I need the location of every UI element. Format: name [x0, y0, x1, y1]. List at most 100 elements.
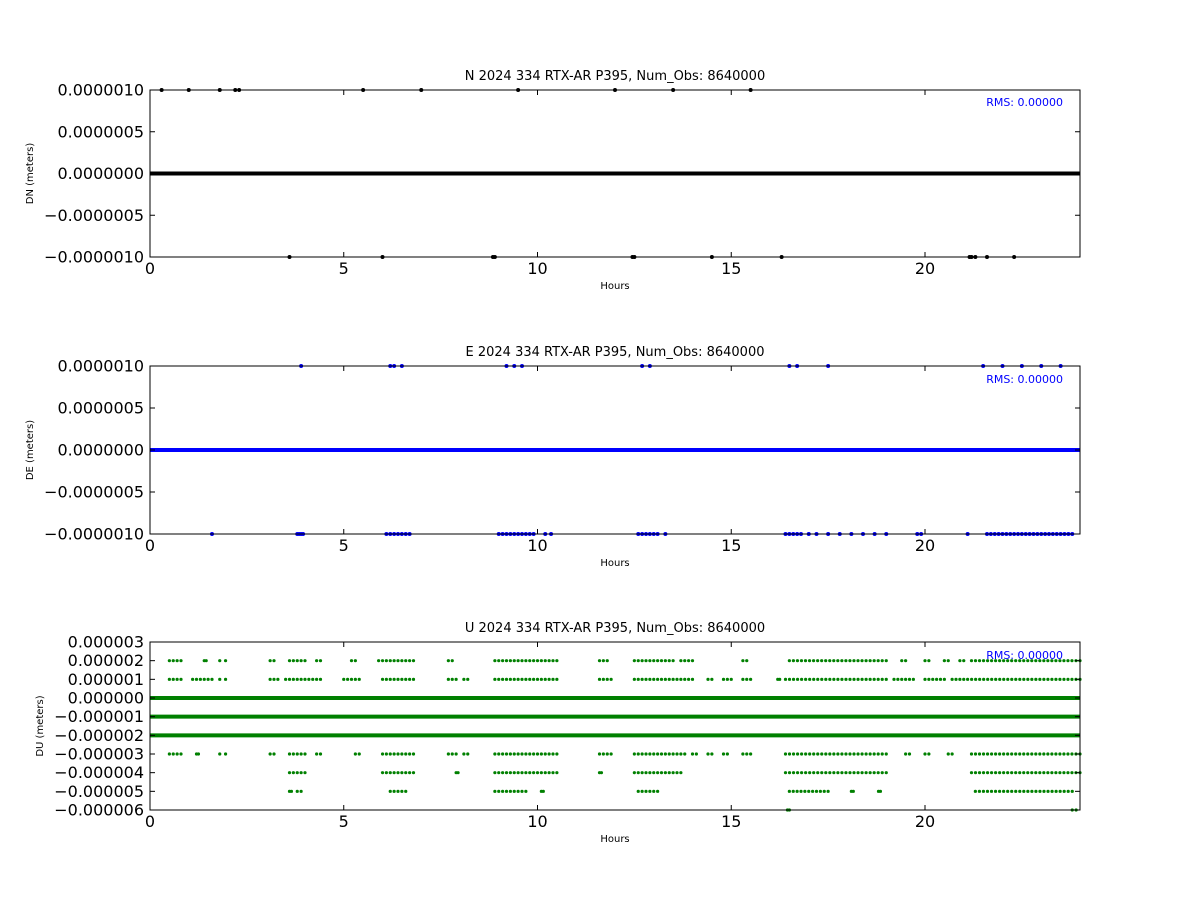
data-point-up — [844, 771, 848, 775]
data-point-up — [179, 677, 183, 681]
data-point-up — [377, 659, 381, 663]
data-point-up — [725, 752, 729, 756]
data-point-up — [504, 659, 509, 663]
data-point-up — [644, 752, 648, 756]
data-point-up — [268, 659, 272, 663]
rms-annotation-up: RMS: 0.00000 — [986, 649, 1063, 662]
data-point-up — [318, 659, 323, 663]
data-point-up — [512, 789, 516, 793]
data-point-up — [528, 677, 532, 681]
data-point-up — [820, 752, 824, 756]
data-point-up — [1050, 771, 1054, 775]
data-point-up — [671, 659, 675, 663]
data-point-up — [644, 677, 648, 681]
data-point-up — [795, 677, 800, 681]
rms-annotation-east: RMS: 0.00000 — [986, 373, 1063, 386]
data-point-up — [1054, 659, 1058, 663]
data-point-up — [342, 677, 346, 681]
data-point-up — [171, 659, 175, 663]
data-point-up — [852, 752, 856, 756]
y-tick-label-up: −0.000005 — [54, 782, 144, 801]
data-point-up — [824, 752, 828, 756]
data-point-up — [1066, 789, 1070, 793]
data-point-up — [551, 752, 555, 756]
data-point-up — [1022, 752, 1026, 756]
x-tick-label-east: 20 — [915, 536, 935, 555]
data-point-up — [504, 789, 509, 793]
data-point-up — [872, 752, 876, 756]
data-point-up — [1042, 659, 1046, 663]
data-point-up — [856, 677, 860, 681]
data-point-up — [973, 771, 978, 775]
data-point-up — [446, 677, 450, 681]
data-point-up — [396, 677, 400, 681]
data-point-up — [812, 677, 816, 681]
data-point-up — [1026, 677, 1030, 681]
data-point-up — [353, 659, 357, 663]
y-tick-label-up: −0.000006 — [54, 801, 144, 820]
data-point-up — [501, 659, 505, 663]
data-point-up — [454, 677, 458, 681]
data-point-up — [597, 659, 602, 663]
data-point-up — [1046, 659, 1050, 663]
data-point-up — [911, 677, 915, 681]
data-point-up — [923, 677, 927, 681]
data-point-up — [652, 677, 656, 681]
data-point-up — [411, 677, 416, 681]
data-point-up — [632, 752, 636, 756]
data-point-up — [725, 677, 729, 681]
x-tick-label-north: 15 — [721, 259, 741, 278]
data-point-up — [508, 677, 512, 681]
data-point-up — [1010, 659, 1014, 663]
data-point-up — [1026, 659, 1030, 663]
data-point-up — [1054, 677, 1058, 681]
data-point-up — [876, 771, 880, 775]
data-point-up — [694, 752, 698, 756]
data-point-up — [1018, 659, 1022, 663]
data-point-up — [812, 752, 816, 756]
data-point-up — [880, 771, 884, 775]
data-point-up — [1018, 771, 1022, 775]
data-point-up — [787, 752, 792, 756]
data-point-up — [856, 752, 860, 756]
data-point-up — [814, 789, 819, 793]
data-point-up — [404, 771, 408, 775]
data-point-up — [985, 752, 990, 756]
data-point-up — [687, 659, 691, 663]
data-point-up — [840, 659, 844, 663]
data-point-up — [392, 659, 396, 663]
data-point-up — [816, 752, 820, 756]
data-point-up — [880, 752, 884, 756]
data-point-up — [551, 659, 555, 663]
data-point-up — [656, 659, 660, 663]
data-point-up — [808, 771, 812, 775]
data-point-up — [1058, 771, 1062, 775]
data-point-up — [299, 752, 303, 756]
data-point-up — [880, 677, 884, 681]
data-point-up — [1010, 771, 1014, 775]
data-point-up — [272, 677, 276, 681]
data-point-up — [493, 677, 497, 681]
data-point-up — [384, 677, 388, 681]
data-point-up — [1034, 789, 1038, 793]
data-point-up — [1010, 752, 1014, 756]
data-point-up — [1006, 659, 1010, 663]
data-point-up — [878, 789, 883, 793]
y-tick-label-up: 0.000002 — [68, 651, 144, 670]
data-point-up — [721, 677, 726, 681]
data-point-up — [307, 677, 311, 681]
data-point-up — [1038, 789, 1042, 793]
data-point-up — [690, 677, 695, 681]
data-point-up — [1070, 789, 1074, 793]
data-point-up — [986, 677, 990, 681]
data-point-up — [1030, 677, 1034, 681]
data-point-up — [450, 677, 454, 681]
data-point-up — [400, 789, 404, 793]
data-point-up — [1034, 752, 1038, 756]
data-point-up — [1066, 752, 1070, 756]
data-point-up — [1014, 771, 1018, 775]
data-point-up — [958, 677, 962, 681]
data-point-up — [520, 752, 524, 756]
data-point-up — [860, 677, 864, 681]
